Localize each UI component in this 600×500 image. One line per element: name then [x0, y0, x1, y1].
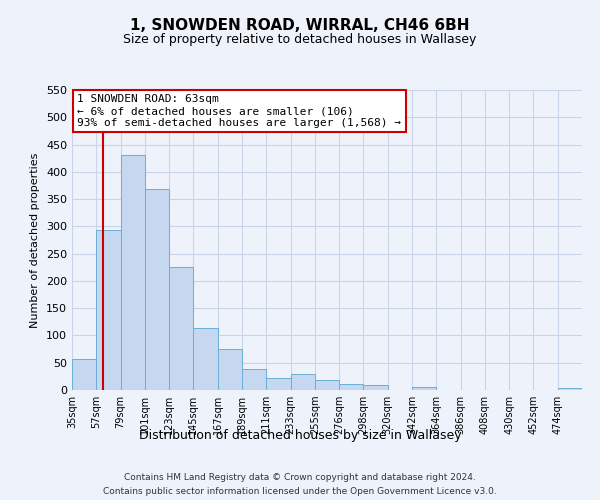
Bar: [121, 156, 145, 390]
Text: 1, SNOWDEN ROAD, WIRRAL, CH46 6BH: 1, SNOWDEN ROAD, WIRRAL, CH46 6BH: [130, 18, 470, 32]
Bar: [72, 359, 96, 390]
Text: Contains HM Land Registry data © Crown copyright and database right 2024.: Contains HM Land Registry data © Crown c…: [124, 473, 476, 482]
Bar: [315, 380, 339, 390]
Bar: [558, 388, 582, 390]
Bar: [193, 328, 218, 390]
Text: Distribution of detached houses by size in Wallasey: Distribution of detached houses by size …: [139, 428, 461, 442]
Bar: [412, 388, 436, 390]
Bar: [266, 378, 290, 390]
Bar: [364, 384, 388, 390]
Text: 1 SNOWDEN ROAD: 63sqm
← 6% of detached houses are smaller (106)
93% of semi-deta: 1 SNOWDEN ROAD: 63sqm ← 6% of detached h…: [77, 94, 401, 128]
Bar: [145, 190, 169, 390]
Bar: [242, 370, 266, 390]
Bar: [96, 230, 121, 390]
Bar: [339, 384, 364, 390]
Text: Contains public sector information licensed under the Open Government Licence v3: Contains public sector information licen…: [103, 486, 497, 496]
Y-axis label: Number of detached properties: Number of detached properties: [31, 152, 40, 328]
Bar: [290, 374, 315, 390]
Bar: [218, 348, 242, 390]
Text: Size of property relative to detached houses in Wallasey: Size of property relative to detached ho…: [124, 32, 476, 46]
Bar: [169, 266, 193, 390]
